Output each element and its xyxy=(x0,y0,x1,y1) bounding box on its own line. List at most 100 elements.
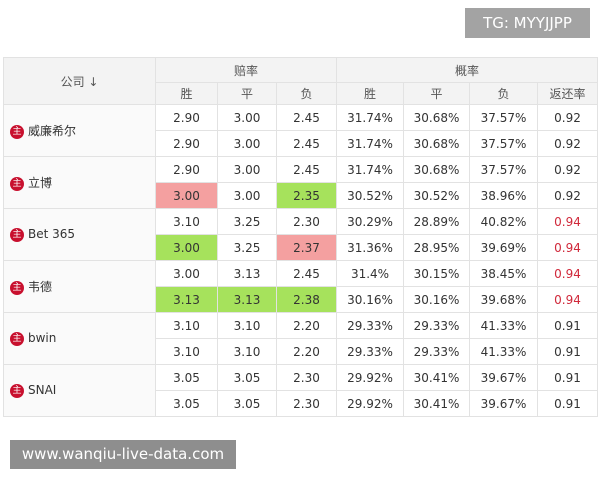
company-name: SNAI xyxy=(28,383,57,398)
value-cell: 3.00 xyxy=(217,156,277,183)
value-cell: 3.00 xyxy=(155,182,218,209)
sub-header: 平 xyxy=(403,82,470,105)
value-cell: 30.29% xyxy=(336,208,404,235)
data-row: 主 Bet 365 3.10 3.25 2.30 30.29% 28.89% 40.82% 0.… xyxy=(3,208,598,261)
value-cell: 2.45 xyxy=(276,104,337,131)
value-cell: 3.00 xyxy=(155,234,218,261)
value-cell: 3.13 xyxy=(155,286,218,313)
value-cell: 29.92% xyxy=(336,390,404,417)
company-name: 韦德 xyxy=(28,280,53,294)
watermark: www.wanqiu-live-data.com xyxy=(10,440,236,469)
value-cell: 2.90 xyxy=(155,156,218,183)
company-cell: 主 SNAI xyxy=(3,364,156,417)
value-cell: 0.92 xyxy=(537,104,598,131)
value-cell: 2.20 xyxy=(276,312,337,339)
value-cell: 28.95% xyxy=(403,234,470,261)
value-cell: 3.05 xyxy=(155,390,218,417)
value-cell: 31.74% xyxy=(336,156,404,183)
value-cell: 0.92 xyxy=(537,182,598,209)
value-cell: 3.05 xyxy=(217,364,277,391)
value-cell: 39.69% xyxy=(469,234,538,261)
value-cell: 2.35 xyxy=(276,182,337,209)
company-cell: 主立博 xyxy=(3,156,156,209)
value-cell: 37.57% xyxy=(469,104,538,131)
value-cell: 38.45% xyxy=(469,260,538,287)
value-cell: 30.52% xyxy=(336,182,404,209)
data-row: 主 bwin 3.10 3.10 2.20 29.33% 29.33% 41.33% 0.91 xyxy=(3,312,598,365)
value-cell: 0.94 xyxy=(537,260,598,287)
prob-header: 概率 xyxy=(336,57,598,83)
value-cell: 30.41% xyxy=(403,390,470,417)
value-cell: 30.41% xyxy=(403,364,470,391)
sub-header: 平 xyxy=(217,82,277,105)
sub-header: 返还率 xyxy=(537,82,598,105)
value-cell: 2.90 xyxy=(155,104,218,131)
value-cell: 2.38 xyxy=(276,286,337,313)
value-cell: 3.25 xyxy=(217,234,277,261)
value-cell: 2.45 xyxy=(276,260,337,287)
value-cell: 2.45 xyxy=(276,130,337,157)
home-tag: 主 xyxy=(10,331,24,346)
value-cell: 0.92 xyxy=(537,130,598,157)
value-cell: 41.33% xyxy=(469,312,538,339)
data-row: 主立博 2.90 3.00 2.45 31.74% 30.68% 37.57% 0.92 xyxy=(3,156,598,209)
value-cell: 3.10 xyxy=(217,312,277,339)
company-name: 立博 xyxy=(28,176,53,190)
value-cell: 31.74% xyxy=(336,104,404,131)
odds-header: 赔率 xyxy=(155,57,337,83)
value-cell: 3.10 xyxy=(155,312,218,339)
value-cell: 2.30 xyxy=(276,390,337,417)
sub-header: 胜 xyxy=(155,82,218,105)
value-cell: 41.33% xyxy=(469,338,538,365)
value-cell: 30.15% xyxy=(403,260,470,287)
data-row: 3.10 3.10 2.20 29.33% 29.33% 41.33% 0.91 xyxy=(4,338,598,365)
value-cell: 30.16% xyxy=(336,286,404,313)
value-cell: 0.91 xyxy=(537,390,598,417)
value-cell: 29.33% xyxy=(403,338,470,365)
value-cell: 3.13 xyxy=(217,260,277,287)
value-cell: 28.89% xyxy=(403,208,470,235)
value-cell: 29.33% xyxy=(336,338,404,365)
data-row: 主韦德 3.00 3.13 2.45 31.4% 30.15% 38.45% 0.94 xyxy=(3,260,598,313)
tg-badge: TG: MYYJJPP xyxy=(465,8,590,38)
home-tag: 主 xyxy=(10,124,24,139)
value-cell: 0.91 xyxy=(537,338,598,365)
odds-table: 公司 ↓ 赔率 概率胜平负胜平负返还率主威廉希尔 2.90 3.00 2.45 31.74%… xyxy=(3,57,598,417)
sub-header: 负 xyxy=(469,82,538,105)
data-row: 主威廉希尔 2.90 3.00 2.45 31.74% 30.68% 37.57% 0.92 xyxy=(3,104,598,157)
value-cell: 30.16% xyxy=(403,286,470,313)
value-cell: 2.45 xyxy=(276,156,337,183)
value-cell: 2.20 xyxy=(276,338,337,365)
company-cell: 主威廉希尔 xyxy=(3,104,156,157)
value-cell: 0.91 xyxy=(537,312,598,339)
value-cell: 30.68% xyxy=(403,104,470,131)
value-cell: 30.68% xyxy=(403,156,470,183)
value-cell: 2.30 xyxy=(276,208,337,235)
value-cell: 2.90 xyxy=(155,130,218,157)
value-cell: 39.67% xyxy=(469,390,538,417)
subheader-row: 胜平负胜平负返还率 xyxy=(4,82,598,105)
data-row: 3.13 3.13 2.38 30.16% 30.16% 39.68% 0.94 xyxy=(4,286,598,313)
data-row: 3.05 3.05 2.30 29.92% 30.41% 39.67% 0.91 xyxy=(4,390,598,417)
company-name: 威廉希尔 xyxy=(28,124,77,138)
value-cell: 38.96% xyxy=(469,182,538,209)
value-cell: 29.33% xyxy=(336,312,404,339)
value-cell: 3.25 xyxy=(217,208,277,235)
value-cell: 37.57% xyxy=(469,130,538,157)
value-cell: 3.10 xyxy=(155,208,218,235)
value-cell: 29.92% xyxy=(336,364,404,391)
company-name: Bet 365 xyxy=(28,227,76,242)
company-cell: 主 Bet 365 xyxy=(3,208,156,261)
value-cell: 3.05 xyxy=(155,364,218,391)
home-tag: 主 xyxy=(10,227,24,242)
value-cell: 39.68% xyxy=(469,286,538,313)
value-cell: 31.74% xyxy=(336,130,404,157)
home-tag: 主 xyxy=(10,280,24,295)
value-cell: 3.00 xyxy=(217,182,277,209)
value-cell: 3.00 xyxy=(217,104,277,131)
value-cell: 39.67% xyxy=(469,364,538,391)
company-header: 公司 ↓ xyxy=(3,57,156,105)
sub-header: 胜 xyxy=(336,82,404,105)
value-cell: 40.82% xyxy=(469,208,538,235)
